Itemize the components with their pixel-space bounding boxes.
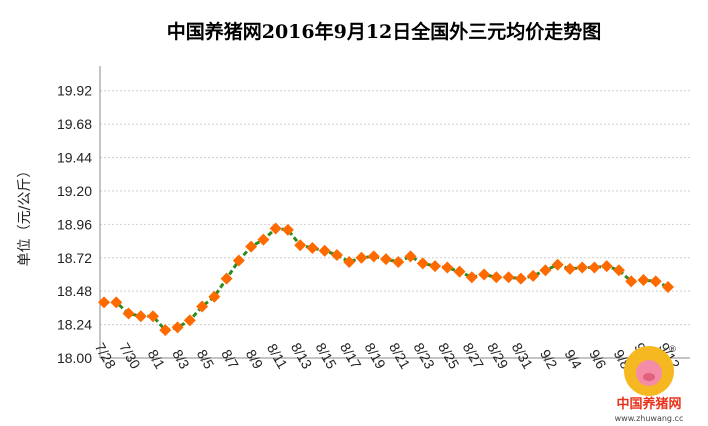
- y-tick-label: 19.20: [57, 183, 92, 199]
- x-tick-label: 8/3: [169, 347, 193, 372]
- data-point-marker: [527, 269, 540, 282]
- data-point-marker: [220, 272, 233, 285]
- y-tick-label: 19.68: [57, 116, 92, 132]
- x-tick-label: 9/2: [537, 347, 561, 372]
- x-tick-label: 8/21: [386, 340, 414, 372]
- data-point-marker: [380, 253, 392, 266]
- data-point-marker: [355, 251, 368, 264]
- y-tick-label: 18.96: [57, 216, 92, 232]
- data-point-marker: [367, 250, 380, 263]
- data-point-marker: [649, 275, 662, 288]
- x-tick-label: 8/27: [460, 340, 488, 372]
- data-point-marker: [612, 264, 625, 277]
- x-tick-label: 8/31: [509, 340, 537, 372]
- data-point-marker: [134, 310, 147, 323]
- data-point-marker: [245, 240, 258, 253]
- x-tick-label: 8/29: [484, 340, 512, 372]
- data-point-marker: [441, 261, 454, 274]
- y-tick-labels: 18.00 18.24 18.48 18.72 18.96 19.20 19.44 19.68…: [57, 83, 92, 366]
- pig-snout-icon: [643, 373, 655, 381]
- x-tick-label: 8/1: [145, 347, 169, 372]
- y-tick-label: 18.72: [57, 250, 92, 266]
- x-tick-label: 8/13: [288, 340, 316, 372]
- logo-name: 中国养猪网: [616, 396, 681, 412]
- data-point-marker: [662, 281, 674, 293]
- data-point-marker: [257, 233, 270, 246]
- series: [98, 222, 674, 337]
- data-point-marker: [281, 223, 294, 236]
- data-point-marker: [343, 255, 356, 268]
- data-point-marker: [576, 261, 589, 274]
- data-point-marker: [171, 321, 184, 334]
- data-point-marker: [429, 260, 442, 273]
- data-point-marker: [539, 264, 552, 277]
- data-point-marker: [502, 271, 515, 284]
- data-point-marker: [330, 248, 343, 261]
- data-point-marker: [588, 261, 601, 274]
- x-tick-label: 7/30: [116, 340, 144, 372]
- data-point-marker: [159, 324, 172, 337]
- y-axis-label: 单位（元/公斤）: [17, 164, 33, 267]
- data-point-marker: [232, 254, 245, 267]
- data-point-marker: [453, 265, 466, 278]
- data-point-marker: [392, 255, 405, 268]
- x-tick-label: 8/9: [243, 347, 267, 372]
- data-point-marker: [196, 300, 209, 313]
- y-tick-label: 19.44: [57, 150, 92, 166]
- x-tick-label: 8/5: [194, 347, 218, 372]
- data-point-marker: [122, 307, 135, 320]
- data-point-marker: [208, 290, 221, 303]
- x-tick-label: 8/19: [362, 340, 390, 372]
- x-tick-label: 8/23: [411, 340, 439, 372]
- data-point-marker: [110, 296, 123, 309]
- y-tick-label: 19.92: [57, 83, 92, 99]
- x-tick-label: 8/15: [312, 340, 340, 372]
- data-point-marker: [306, 242, 319, 255]
- data-point-marker: [625, 275, 638, 288]
- x-tick-label: 7/28: [92, 340, 120, 372]
- gridlines: [100, 90, 690, 326]
- data-point-marker: [514, 272, 527, 285]
- axes: [99, 66, 690, 362]
- x-tick-label: 8/17: [337, 340, 365, 372]
- zhuwang-logo: ® 中国养猪网 www.zhuwang.cc: [615, 345, 684, 423]
- y-tick-label: 18.24: [57, 317, 92, 333]
- registered-mark: ®: [668, 345, 677, 355]
- y-tick-label: 18.00: [57, 350, 92, 366]
- logo-url: www.zhuwang.cc: [615, 414, 684, 423]
- y-tick-label: 18.48: [57, 283, 92, 299]
- data-point-marker: [294, 239, 307, 252]
- data-point-marker: [563, 262, 576, 275]
- x-tick-label: 8/7: [218, 347, 242, 372]
- chart-title: 中国养猪网2016年9月12日全国外三元均价走势图: [167, 20, 602, 43]
- data-point-marker: [416, 257, 429, 270]
- data-point-marker: [318, 244, 331, 257]
- data-point-marker: [637, 274, 650, 287]
- data-point-marker: [269, 222, 282, 235]
- x-tick-label: 8/25: [435, 340, 463, 372]
- data-point-marker: [490, 271, 503, 284]
- x-tick-label: 8/11: [264, 341, 291, 372]
- data-point-marker: [478, 268, 491, 281]
- data-point-marker: [551, 258, 564, 271]
- data-point-marker: [183, 314, 196, 327]
- data-point-marker: [404, 250, 417, 263]
- data-point-marker: [98, 296, 110, 309]
- x-tick-label: 9/4: [562, 347, 586, 372]
- x-tick-label: 9/6: [586, 347, 610, 372]
- data-point-marker: [600, 260, 613, 273]
- series-line: [104, 226, 669, 332]
- data-point-marker: [465, 271, 478, 284]
- x-tick-labels: 7/287/30 8/1 8/3 8/5 8/7 8/98/118/138/158/178…: [92, 340, 684, 372]
- data-point-marker: [147, 310, 160, 323]
